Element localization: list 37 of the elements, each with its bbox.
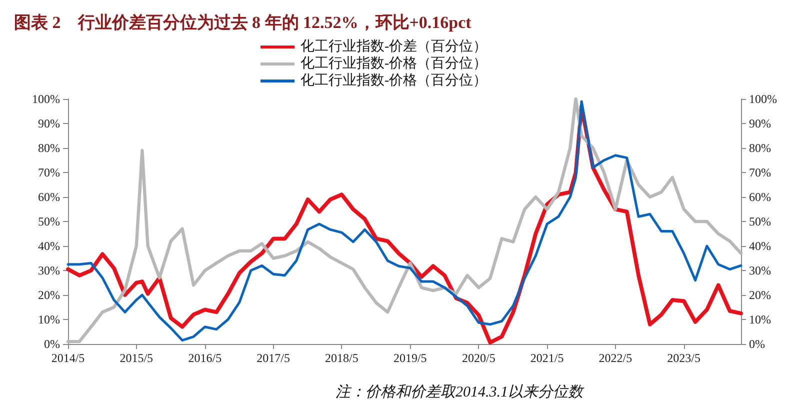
x-tick-label: 2019/5: [393, 351, 427, 365]
y-tick-label: 40%: [38, 239, 60, 253]
y-tick-label: 70%: [38, 166, 60, 180]
x-tick-label: 2022/5: [598, 351, 632, 365]
y2-tick-label: 50%: [749, 214, 771, 228]
x-tick-label: 2017/5: [256, 351, 290, 365]
y-tick-label: 100%: [32, 92, 60, 106]
y2-tick-label: 80%: [749, 141, 771, 155]
x-tick-label: 2014/5: [51, 351, 85, 365]
y2-tick-label: 100%: [749, 92, 777, 106]
legend-label: 化工行业指数-价格（百分位）: [300, 56, 488, 72]
y-tick-label: 0%: [44, 337, 60, 351]
legend-label: 化工行业指数-价格（百分位）: [300, 72, 488, 88]
y2-tick-label: 40%: [749, 239, 771, 253]
y-tick-label: 10%: [38, 312, 60, 326]
x-tick-label: 2020/5: [462, 351, 496, 365]
y2-tick-label: 60%: [749, 190, 771, 204]
y-tick-label: 90%: [38, 116, 60, 130]
text: 注：价格和价差取2014.3.1以来分位数: [336, 384, 585, 400]
x-tick-label: 2018/5: [325, 351, 358, 365]
y2-tick-label: 10%: [749, 312, 771, 326]
x-tick-label: 2015/5: [120, 351, 154, 365]
legend-label: 化工行业指数-价差（百分位）: [300, 38, 488, 54]
y2-tick-label: 0%: [749, 337, 765, 351]
y2-tick-label: 90%: [749, 116, 771, 130]
chart-title: 图表 2 行业价差百分位为过去 8 年的 12.52%，环比+0.16pct: [14, 13, 472, 32]
y2-tick-label: 70%: [749, 166, 771, 180]
y2-tick-label: 30%: [749, 264, 771, 278]
y-tick-label: 60%: [38, 190, 60, 204]
x-tick-label: 2023/5: [667, 351, 701, 365]
y-tick-label: 50%: [38, 214, 60, 228]
x-tick-label: 2016/5: [188, 351, 222, 365]
x-tick-label: 2021/5: [530, 351, 564, 365]
y-tick-label: 80%: [38, 141, 60, 155]
y2-tick-label: 20%: [749, 288, 771, 302]
y-tick-label: 30%: [38, 264, 60, 278]
y-tick-label: 20%: [38, 288, 60, 302]
